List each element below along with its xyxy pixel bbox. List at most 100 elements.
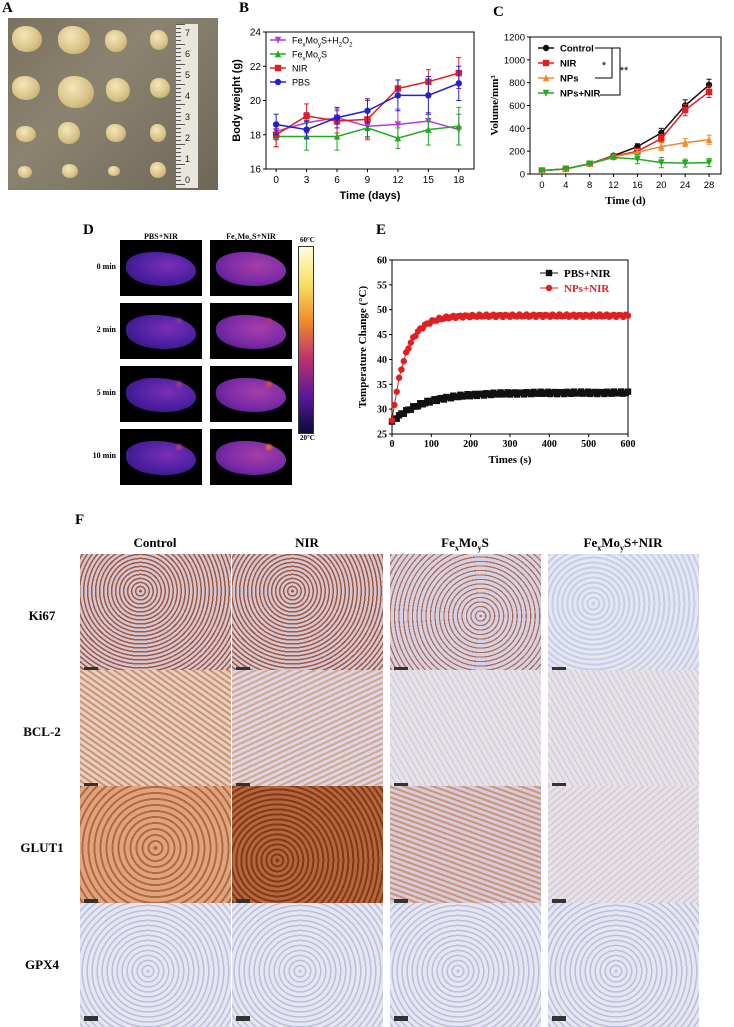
ruler-number: 6 <box>185 49 191 59</box>
data-point <box>445 394 452 401</box>
data-point <box>466 393 474 400</box>
ruler-tick <box>176 172 181 173</box>
data-point <box>480 392 488 399</box>
data-point <box>601 312 608 320</box>
data-point <box>497 389 504 396</box>
plot-frame-C <box>529 36 722 175</box>
ruler-tick <box>176 96 181 97</box>
data-point <box>586 160 593 167</box>
series-line-3 <box>276 82 460 131</box>
data-point <box>436 395 443 402</box>
data-point <box>584 388 592 395</box>
panel-label-c: C <box>493 4 504 20</box>
legend-marker <box>274 64 282 72</box>
tumor <box>58 26 90 54</box>
thermal-image <box>120 240 202 296</box>
data-point <box>440 396 448 403</box>
data-point <box>605 313 613 320</box>
data-point <box>523 388 530 396</box>
ruler-tick <box>176 124 185 125</box>
ihc-column-label: FexMoyS <box>441 535 489 553</box>
x-tick-label: 0 <box>539 180 544 191</box>
data-point <box>398 366 405 373</box>
data-point <box>561 312 568 320</box>
data-point <box>610 311 618 318</box>
y-tick-label: 40 <box>377 355 387 366</box>
data-point <box>425 92 432 99</box>
thermal-image <box>120 303 202 359</box>
x-tick-label: 16 <box>632 180 643 191</box>
data-point <box>561 390 568 398</box>
data-point <box>582 311 589 318</box>
data-point <box>617 311 625 319</box>
tumor <box>62 164 78 178</box>
data-point <box>433 317 441 324</box>
data-point <box>587 390 594 398</box>
data-point <box>478 313 485 320</box>
tumor <box>58 122 80 144</box>
ihc-row-label: Ki67 <box>28 608 56 623</box>
ihc-column-label: FexMoyS+NIR <box>583 535 663 553</box>
significance-marker: ** <box>620 65 629 77</box>
data-point <box>495 391 502 398</box>
data-point <box>532 390 540 397</box>
data-point <box>615 311 622 319</box>
data-point <box>705 159 713 167</box>
data-point <box>658 135 665 142</box>
ihc-image <box>80 786 231 910</box>
ruler-tick <box>176 32 181 33</box>
ihc-image <box>390 903 541 1027</box>
data-point <box>466 313 474 321</box>
data-point <box>530 388 537 396</box>
data-point <box>562 165 570 173</box>
data-point <box>681 102 689 109</box>
data-point <box>539 313 547 321</box>
data-point <box>634 148 641 156</box>
series-line-1 <box>541 91 710 172</box>
data-point <box>402 349 410 356</box>
legend-marker <box>545 284 553 292</box>
tumor <box>106 124 126 142</box>
ruler: 7 6 5 4 3 2 1 0 <box>176 24 198 188</box>
data-point <box>412 332 419 340</box>
tumor <box>58 76 94 108</box>
data-point <box>610 153 617 161</box>
x-tick-label: 24 <box>680 180 691 191</box>
ihc-image <box>548 903 699 1027</box>
data-point <box>584 312 592 319</box>
data-point <box>303 132 310 140</box>
ihc-image <box>548 786 699 910</box>
data-point <box>364 107 371 114</box>
data-point <box>492 313 500 321</box>
data-point <box>303 119 310 127</box>
data-point <box>622 389 629 397</box>
y-tick-label: 22 <box>250 62 262 73</box>
data-point <box>464 390 471 398</box>
data-point <box>570 311 577 318</box>
ruler-tick <box>176 28 181 29</box>
data-point <box>537 388 544 395</box>
ruler-tick <box>176 144 185 145</box>
ruler-tick <box>176 116 181 117</box>
tumor <box>105 30 127 52</box>
x-axis-label: Times (s) <box>489 454 532 466</box>
data-point <box>272 128 280 136</box>
data-point <box>438 315 445 323</box>
data-point <box>658 159 665 167</box>
data-point <box>620 313 627 321</box>
data-point <box>471 390 478 398</box>
data-point <box>598 389 606 396</box>
data-point <box>454 393 462 401</box>
data-point <box>419 325 426 332</box>
mouse-silhouette <box>126 252 196 286</box>
data-point <box>405 345 412 352</box>
plot-frame-E <box>391 259 629 435</box>
data-point <box>452 393 459 401</box>
ruler-tick <box>176 24 185 25</box>
data-point <box>333 132 341 140</box>
data-point <box>504 312 511 319</box>
legend-label: NIR <box>560 59 577 70</box>
ruler-tick <box>176 112 181 113</box>
data-point <box>438 394 445 402</box>
thermal-image <box>120 366 202 422</box>
